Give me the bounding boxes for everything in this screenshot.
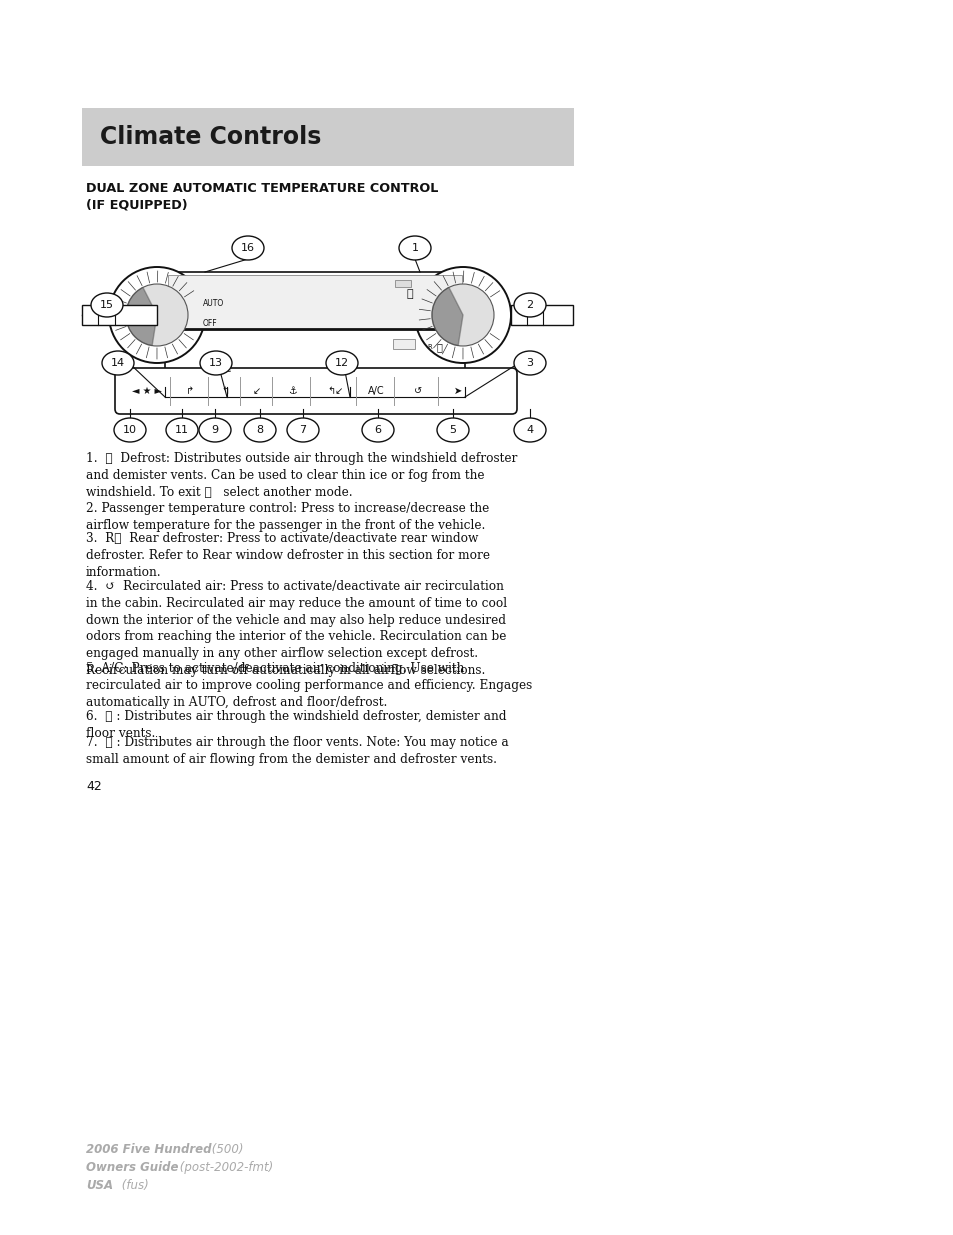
Text: 5. A/C: Press to activate/deactivate air conditioning. Use with
recirculated air: 5. A/C: Press to activate/deactivate air… — [86, 662, 532, 709]
Text: 8: 8 — [256, 425, 263, 435]
Text: ⌒: ⌒ — [406, 289, 413, 299]
Text: 4.  ↺  Recirculated air: Press to activate/deactivate air recirculation
in the c: 4. ↺ Recirculated air: Press to activate… — [86, 580, 507, 677]
Text: Climate Controls: Climate Controls — [100, 125, 321, 149]
Text: Owners Guide: Owners Guide — [86, 1161, 178, 1174]
Ellipse shape — [326, 351, 357, 375]
Text: (post-2002-fmt): (post-2002-fmt) — [175, 1161, 273, 1174]
Text: 1.  ⌒  Defrost: Distributes outside air through the windshield defroster
and dem: 1. ⌒ Defrost: Distributes outside air th… — [86, 452, 517, 499]
Text: 9: 9 — [212, 425, 218, 435]
Text: 42: 42 — [86, 781, 102, 793]
Ellipse shape — [514, 417, 545, 442]
Text: 12: 12 — [335, 358, 349, 368]
Text: 1: 1 — [411, 243, 418, 253]
Ellipse shape — [514, 293, 545, 317]
Text: ⚓: ⚓ — [287, 387, 296, 396]
Ellipse shape — [361, 417, 394, 442]
Text: 4: 4 — [526, 425, 533, 435]
Text: (IF EQUIPPED): (IF EQUIPPED) — [86, 198, 188, 211]
Text: (500): (500) — [208, 1144, 243, 1156]
Ellipse shape — [244, 417, 275, 442]
Text: 2. Passenger temperature control: Press to increase/decrease the
airflow tempera: 2. Passenger temperature control: Press … — [86, 501, 489, 532]
Text: (fus): (fus) — [118, 1179, 149, 1192]
FancyBboxPatch shape — [115, 368, 517, 414]
Ellipse shape — [232, 236, 264, 261]
Text: 14: 14 — [111, 358, 125, 368]
Circle shape — [432, 284, 494, 346]
Text: 5: 5 — [449, 425, 456, 435]
Text: OFF: OFF — [203, 320, 217, 329]
Text: A/C: A/C — [367, 387, 384, 396]
Text: 15: 15 — [100, 300, 113, 310]
Text: USA: USA — [86, 1179, 113, 1192]
Text: 2: 2 — [526, 300, 533, 310]
Bar — [82, 107, 574, 165]
Bar — [393, 338, 415, 350]
Ellipse shape — [200, 351, 232, 375]
Text: 2006 Five Hundred: 2006 Five Hundred — [86, 1144, 212, 1156]
Text: 3.  R⌒  Rear defroster: Press to activate/deactivate rear window
defroster. Refe: 3. R⌒ Rear defroster: Press to activate/… — [86, 532, 490, 579]
Text: ↱: ↱ — [186, 387, 193, 396]
Text: 11: 11 — [174, 425, 189, 435]
Bar — [82, 305, 157, 325]
Text: 6: 6 — [375, 425, 381, 435]
Ellipse shape — [199, 417, 231, 442]
Bar — [168, 275, 461, 329]
Ellipse shape — [436, 417, 469, 442]
Text: R: R — [427, 345, 432, 350]
Text: ↙: ↙ — [253, 387, 261, 396]
Text: 10: 10 — [123, 425, 137, 435]
Text: ➤: ➤ — [454, 387, 461, 396]
Text: EXT: EXT — [342, 364, 356, 373]
Bar — [395, 280, 411, 287]
Text: ⌒: ⌒ — [436, 342, 441, 352]
Text: 7: 7 — [299, 425, 306, 435]
Text: 16: 16 — [241, 243, 254, 253]
Ellipse shape — [287, 417, 318, 442]
Ellipse shape — [102, 351, 133, 375]
Circle shape — [415, 267, 511, 363]
Text: 13: 13 — [209, 358, 223, 368]
Text: AUTO: AUTO — [203, 300, 224, 309]
Text: DUAL ZONE AUTOMATIC TEMPERATURE CONTROL: DUAL ZONE AUTOMATIC TEMPERATURE CONTROL — [86, 182, 438, 195]
Ellipse shape — [91, 293, 123, 317]
Text: ↰↙: ↰↙ — [327, 387, 343, 396]
Circle shape — [126, 284, 188, 346]
Ellipse shape — [398, 236, 431, 261]
Text: ◄ ★ ►: ◄ ★ ► — [132, 387, 162, 396]
Text: 3: 3 — [526, 358, 533, 368]
Text: F/C: F/C — [218, 364, 231, 373]
Text: 6.  ⌒ : Distributes air through the windshield defroster, demister and
floor ven: 6. ⌒ : Distributes air through the winds… — [86, 710, 506, 740]
Polygon shape — [432, 288, 462, 346]
Ellipse shape — [166, 417, 198, 442]
Polygon shape — [126, 288, 157, 346]
Text: 7.  ⌒ : Distributes air through the floor vents. Note: You may notice a
small am: 7. ⌒ : Distributes air through the floor… — [86, 736, 508, 766]
Ellipse shape — [113, 417, 146, 442]
Ellipse shape — [514, 351, 545, 375]
Bar — [165, 272, 464, 387]
Circle shape — [109, 267, 205, 363]
Text: ↺: ↺ — [414, 387, 421, 396]
Text: ↰: ↰ — [221, 387, 229, 396]
Bar — [511, 305, 573, 325]
